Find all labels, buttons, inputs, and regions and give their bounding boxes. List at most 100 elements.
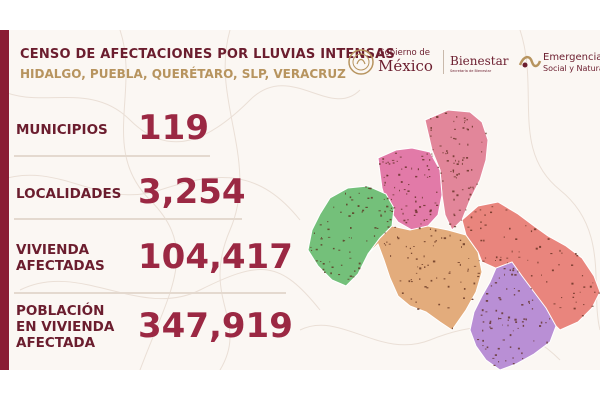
locality-marker (384, 232, 386, 234)
locality-marker (449, 223, 452, 225)
locality-marker (370, 196, 373, 199)
locality-marker (349, 251, 351, 253)
emergencia-wave-icon (518, 55, 542, 68)
locality-marker (452, 169, 455, 172)
locality-marker (388, 243, 391, 245)
locality-marker (423, 204, 426, 207)
locality-marker (591, 305, 594, 307)
locality-marker (348, 215, 351, 217)
locality-marker (362, 209, 365, 212)
locality-marker (437, 166, 439, 169)
locality-marker (405, 245, 407, 248)
locality-marker (517, 270, 519, 273)
locality-marker (507, 316, 511, 319)
bienestar-logo-main: Bienestar (450, 54, 509, 68)
locality-marker (338, 249, 341, 251)
locality-marker (573, 292, 575, 294)
gobierno-logo-top: Gobierno de (378, 48, 431, 58)
locality-marker (530, 275, 533, 277)
locality-marker (423, 255, 425, 258)
locality-marker (402, 212, 404, 215)
locality-marker (387, 161, 389, 164)
locality-marker (515, 238, 518, 240)
locality-marker (405, 205, 408, 207)
locality-marker (494, 354, 497, 356)
locality-marker (340, 264, 343, 266)
bienestar-logo-sub: Secretaría de Bienestar (450, 69, 492, 73)
locality-marker (499, 318, 502, 320)
locality-marker (509, 334, 512, 337)
locality-marker (386, 174, 388, 177)
locality-marker (583, 286, 586, 288)
locality-marker (329, 261, 331, 263)
infographic-card: CENSO DE AFECTACIONES POR LLUVIAS INTENS… (0, 30, 600, 370)
locality-marker (389, 218, 392, 221)
locality-marker (419, 278, 421, 280)
locality-marker (509, 227, 511, 230)
locality-marker (332, 247, 335, 250)
locality-marker (491, 206, 494, 208)
locality-marker (415, 175, 418, 178)
locality-marker (467, 226, 470, 228)
emergencia-logo: Emergencia Social y Natural (518, 48, 600, 78)
locality-marker (429, 159, 431, 161)
locality-marker (480, 239, 483, 242)
locality-marker (357, 205, 360, 207)
locality-marker (506, 262, 508, 264)
locality-marker (469, 193, 472, 196)
locality-marker (394, 226, 397, 228)
locality-marker (414, 209, 418, 212)
locality-marker (456, 116, 458, 118)
stat-divider-1 (14, 155, 210, 157)
locality-marker (386, 197, 389, 200)
background-map-texture (0, 30, 600, 370)
locality-marker (446, 150, 448, 152)
locality-marker (512, 330, 514, 332)
locality-marker (493, 364, 496, 366)
locality-marker (522, 324, 525, 327)
locality-marker (486, 293, 489, 295)
locality-marker (511, 273, 514, 276)
locality-marker (342, 239, 345, 242)
locality-marker (482, 329, 484, 332)
locality-marker (559, 249, 561, 252)
locality-marker (506, 288, 508, 290)
map-markers-layer (310, 112, 600, 366)
locality-marker (473, 265, 477, 267)
locality-marker (480, 227, 482, 230)
locality-marker (477, 275, 480, 278)
locality-marker (401, 292, 404, 294)
locality-marker (497, 347, 500, 350)
locality-marker (330, 272, 332, 275)
locality-marker (411, 281, 413, 283)
locality-marker (442, 152, 444, 154)
locality-marker (486, 346, 489, 349)
locality-marker (459, 239, 462, 241)
locality-marker (350, 227, 352, 229)
locality-marker (430, 235, 433, 237)
locality-marker (453, 120, 455, 123)
locality-marker (482, 345, 484, 347)
locality-marker (354, 270, 356, 272)
locality-marker (589, 285, 592, 288)
locality-marker (429, 176, 431, 178)
locality-marker (515, 321, 518, 323)
locality-marker (447, 152, 449, 154)
locality-marker (401, 168, 403, 170)
locality-marker (502, 324, 503, 326)
locality-marker (476, 183, 478, 185)
locality-marker (382, 161, 384, 163)
locality-marker (507, 324, 509, 327)
locality-marker (521, 321, 524, 323)
locality-marker (531, 308, 534, 310)
mexico-seal-icon (348, 49, 374, 75)
locality-marker (397, 237, 400, 240)
locality-marker (458, 160, 460, 163)
locality-marker (518, 256, 521, 258)
left-accent-bar (0, 30, 9, 370)
locality-marker (407, 257, 409, 259)
locality-marker (509, 269, 511, 271)
locality-marker (481, 309, 484, 312)
locality-marker (489, 320, 492, 323)
locality-marker (383, 243, 385, 245)
